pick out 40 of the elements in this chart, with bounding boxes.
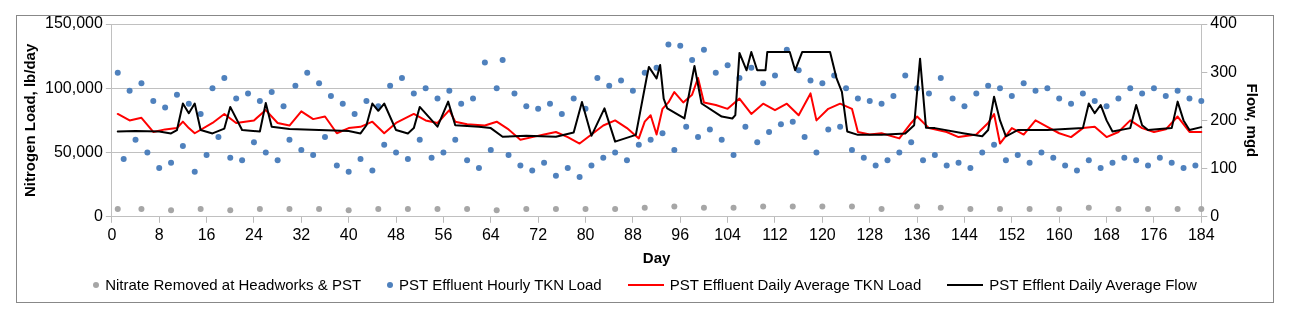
x-tick-label: 24 (245, 225, 263, 243)
x-tick-label: 40 (339, 225, 358, 243)
y2-tick-label: 400 (1210, 14, 1238, 32)
y-axis-title: Nitrogen Load, lb/day (21, 43, 39, 198)
x-tick-label: 0 (107, 225, 117, 243)
legend-label: PST Effluent Daily Average TKN Load (669, 276, 922, 293)
legend-label: Nitrate Removed at Headworks & PST (105, 276, 362, 293)
x-tick-label: 112 (762, 225, 788, 243)
y2-tick-label: 200 (1210, 110, 1238, 128)
x-tick-label: 72 (529, 225, 548, 243)
x-tick-label: 64 (481, 225, 500, 243)
x-tick-label: 88 (623, 225, 642, 243)
x-tick-label: 104 (714, 225, 742, 243)
x-tick-label: 8 (154, 225, 164, 243)
x-tick-label: 136 (903, 225, 931, 243)
x-tick-label: 168 (1093, 225, 1121, 243)
y-tick-label: 50,000 (53, 142, 103, 160)
x-axis-title: Day (642, 249, 671, 267)
x-tick-label: 184 (1187, 225, 1215, 243)
y-tick-label: 0 (93, 207, 103, 225)
x-tick-label: 96 (671, 225, 690, 243)
x-tick-label: 120 (809, 225, 836, 243)
legend-label: PST Effluent Hourly TKN Load (399, 276, 602, 293)
x-tick-label: 56 (434, 225, 453, 243)
x-tick-label: 160 (1045, 225, 1073, 243)
x-tick-label: 32 (292, 225, 311, 243)
y-tick-label: 100,000 (44, 78, 103, 96)
x-tick-label: 80 (576, 225, 595, 243)
x-tick-label: 176 (1140, 225, 1168, 243)
x-tick-label: 144 (951, 225, 978, 243)
legend-label: PST Efflent Daily Average Flow (989, 276, 1197, 293)
x-tick-label: 128 (856, 225, 884, 243)
y-tick-label: 150,000 (44, 14, 103, 32)
y2-tick-label: 300 (1210, 62, 1238, 80)
x-tick-label: 152 (998, 225, 1026, 243)
x-tick-label: 48 (387, 225, 406, 243)
y2-tick-label: 100 (1210, 159, 1238, 177)
x-tick-label: 16 (197, 225, 216, 243)
y2-axis-title: Flow, mgd (1243, 83, 1261, 158)
y2-tick-label: 0 (1210, 207, 1220, 225)
